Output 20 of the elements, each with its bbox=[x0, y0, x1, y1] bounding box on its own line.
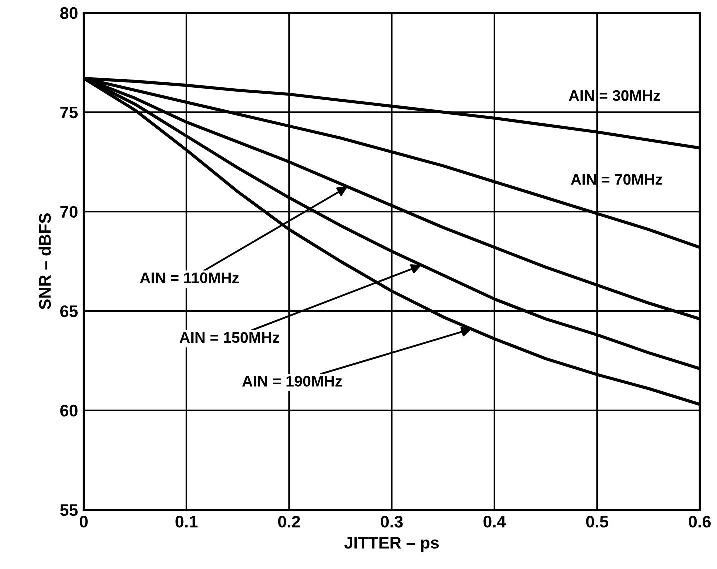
x-axis-title: JITTER – ps bbox=[344, 537, 440, 552]
series-label: AIN = 30MHz bbox=[569, 90, 660, 102]
y-axis-title: SNR – dBFS bbox=[38, 214, 52, 310]
y-tick-label: 60 bbox=[60, 405, 78, 417]
series-label: AIN = 70MHz bbox=[571, 174, 662, 186]
y-tick-label: 55 bbox=[60, 504, 78, 516]
x-tick-label: 0.6 bbox=[689, 516, 711, 528]
y-tick-label: 80 bbox=[60, 7, 78, 20]
x-tick-label: 0.4 bbox=[484, 516, 506, 528]
y-tick-label: 70 bbox=[60, 206, 78, 218]
annotation: AIN = 110MHz bbox=[140, 272, 240, 284]
y-tick-label: 75 bbox=[60, 106, 78, 119]
x-tick-label: 0.2 bbox=[278, 516, 300, 528]
annotation: AIN = 150MHz bbox=[180, 332, 280, 344]
x-tick-label: 0.5 bbox=[586, 516, 608, 528]
x-tick-label: 0.3 bbox=[381, 516, 403, 528]
x-tick-label: 0.1 bbox=[176, 516, 198, 528]
annotation: AIN = 190MHz bbox=[242, 376, 342, 387]
x-tick-label: 0 bbox=[80, 516, 88, 528]
y-tick-label: 65 bbox=[60, 306, 78, 318]
